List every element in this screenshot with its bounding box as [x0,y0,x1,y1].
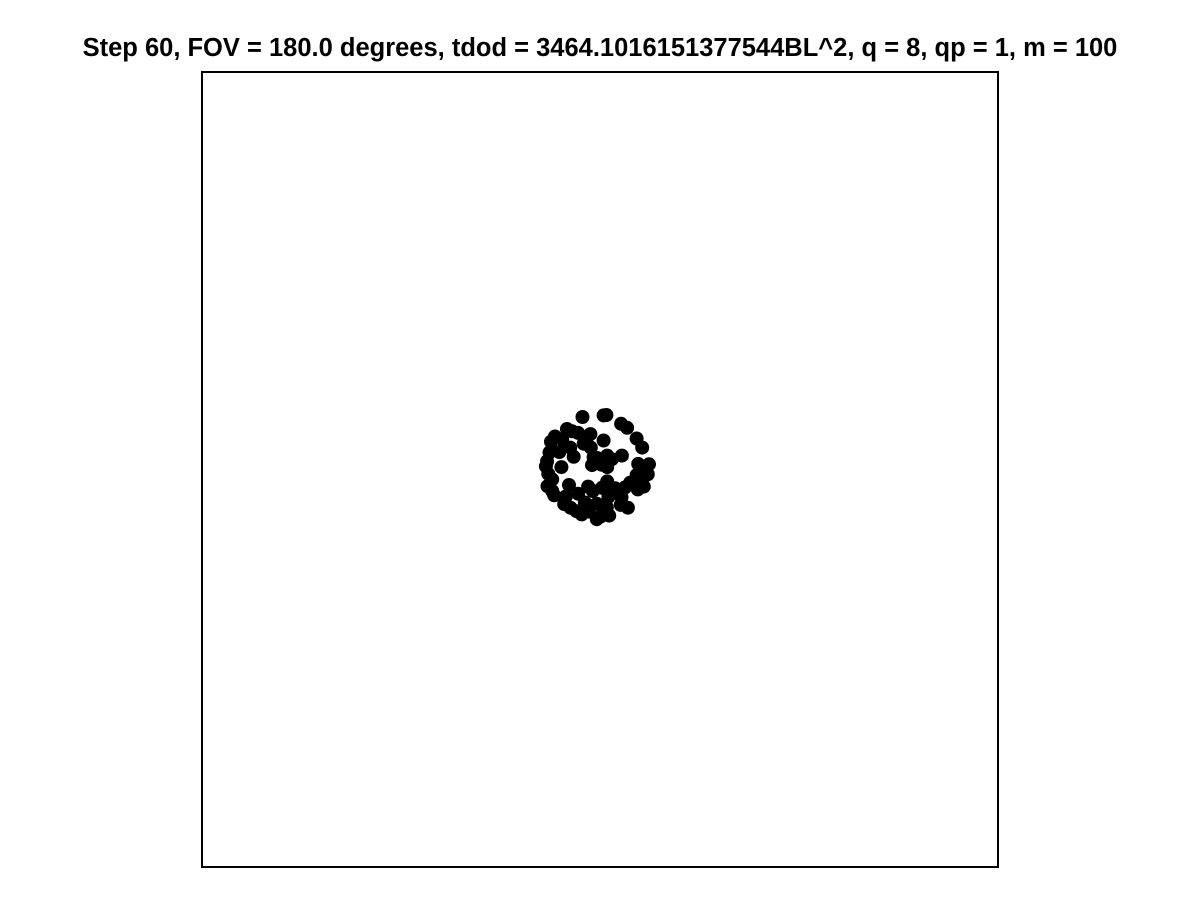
scatter-point-45 [640,467,655,482]
scatter-point-69 [618,480,633,495]
scatter-point-13 [544,434,558,449]
scatter-point-70 [600,474,615,489]
scatter-point-9 [596,433,611,448]
scatter-point-2 [575,410,590,424]
scatter-point-21 [566,449,581,464]
plot-frame [201,71,999,868]
scatter-point-62 [620,500,635,515]
scatter-point-55 [636,479,651,494]
scatter-point-4 [620,420,635,435]
scatter-point-11 [635,440,650,455]
scatter-point-31 [590,451,605,465]
scatter-point-1 [596,408,611,423]
data-points [538,408,656,527]
scatter-point-71 [576,436,591,451]
scatter-point-27 [554,460,569,475]
scatter-point-66 [602,508,617,523]
scatter-point-48 [547,488,562,503]
scatter-point-67 [589,512,604,527]
scatter-point-20 [552,445,567,459]
scatter-point-52 [601,489,616,504]
chart-title: Step 60, FOV = 180.0 degrees, tdod = 346… [82,34,1118,62]
scatter-point-25 [614,448,629,463]
scatter-point-30 [600,460,615,475]
scatter-point-51 [585,484,600,498]
scatter-point-40 [562,478,576,492]
scatter-point-68 [574,507,589,522]
